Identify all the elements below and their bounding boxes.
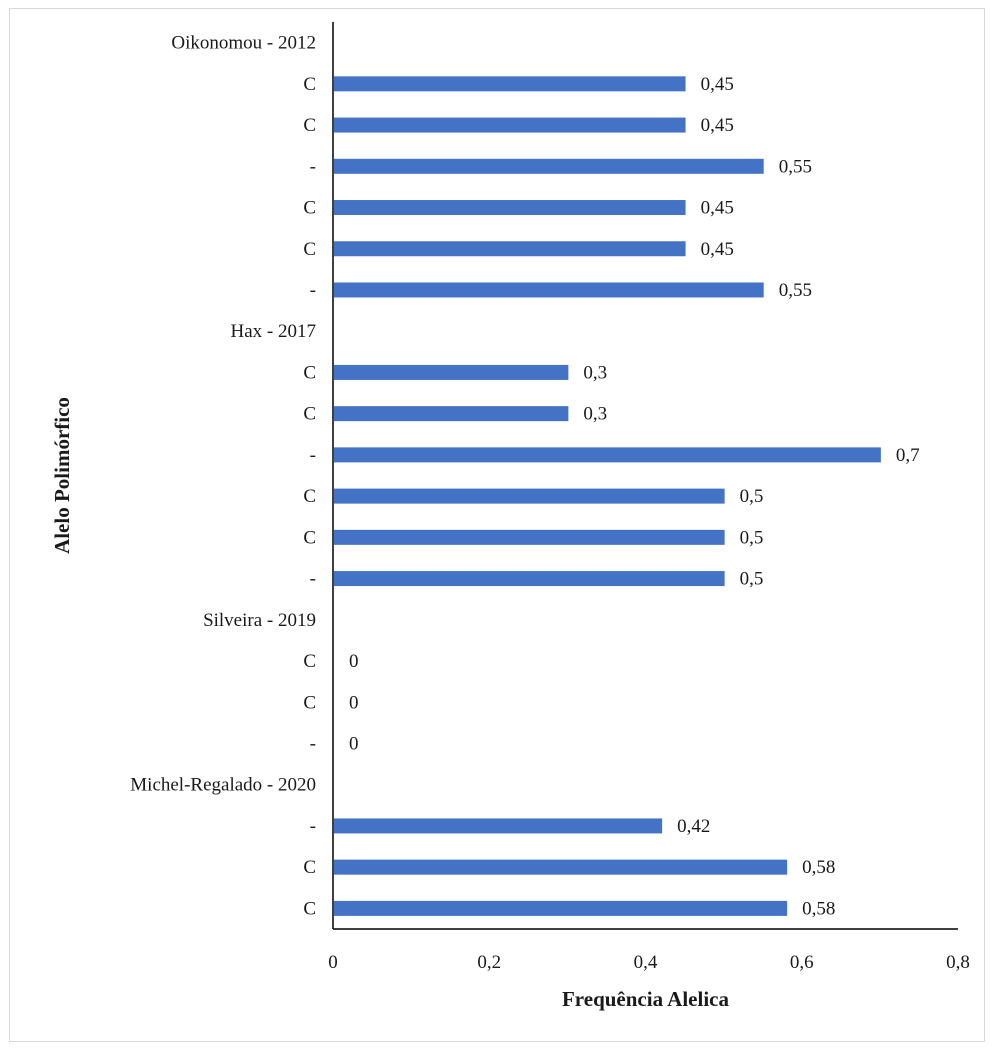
category-label: Oikonomou - 2012 <box>171 33 316 54</box>
data-label: 0 <box>349 692 359 713</box>
data-label: 0,45 <box>701 74 734 95</box>
category-label: Michel-Regalado - 2020 <box>130 775 316 796</box>
data-label: 0,45 <box>701 198 734 219</box>
bars-layer <box>334 76 881 916</box>
data-label: 0,42 <box>677 816 710 837</box>
data-label: 0,58 <box>802 857 835 878</box>
bar <box>334 117 686 133</box>
data-label: 0,55 <box>779 280 812 301</box>
category-label: C <box>303 651 316 672</box>
data-label: 0,5 <box>740 527 764 548</box>
category-label: Hax - 2017 <box>231 321 316 342</box>
category-label: C <box>303 527 316 548</box>
category-label: C <box>303 404 316 425</box>
bar <box>334 406 569 422</box>
bar <box>334 529 725 545</box>
bar <box>334 158 764 174</box>
bar <box>334 900 788 916</box>
data-label: 0,3 <box>583 362 607 383</box>
bar <box>334 488 725 504</box>
x-tick-label: 0,8 <box>946 952 970 973</box>
category-label: C <box>303 362 316 383</box>
bar <box>334 859 788 875</box>
x-tick-label: 0,6 <box>790 952 814 973</box>
data-label: 0,45 <box>701 115 734 136</box>
category-label: - <box>310 569 316 590</box>
bar <box>334 364 569 380</box>
category-label: - <box>310 445 316 466</box>
bar <box>334 818 663 834</box>
data-label: 0,5 <box>740 486 764 507</box>
bar <box>334 571 725 587</box>
category-label: C <box>303 239 316 260</box>
data-label: 0 <box>349 651 359 672</box>
category-label: C <box>303 857 316 878</box>
data-label: 0,7 <box>896 445 920 466</box>
x-tick-labels: 0 0,2 0,4 0,6 0,8 <box>328 952 970 973</box>
category-label: C <box>303 692 316 713</box>
category-label: C <box>303 74 316 95</box>
x-axis-title: Frequência Alelica <box>562 987 730 1011</box>
category-label: - <box>310 156 316 177</box>
data-label: 0 <box>349 733 359 754</box>
category-label: C <box>303 486 316 507</box>
category-label: C <box>303 115 316 136</box>
category-label: Silveira - 2019 <box>203 610 316 631</box>
category-label: - <box>310 816 316 837</box>
category-label: C <box>303 898 316 919</box>
bar <box>334 76 686 92</box>
bar <box>334 241 686 257</box>
x-tick-label: 0 <box>328 952 338 973</box>
x-tick-label: 0,4 <box>634 952 658 973</box>
bar <box>334 447 881 463</box>
x-tick-label: 0,2 <box>477 952 501 973</box>
category-label: C <box>303 198 316 219</box>
data-label: 0,5 <box>740 569 764 590</box>
data-label: 0,45 <box>701 239 734 260</box>
data-label: 0,58 <box>802 898 835 919</box>
value-labels: 0,45 0,45 0,55 0,45 0,45 0,55 0,3 0,3 0,7 0,5 0,5 0… <box>349 74 920 920</box>
category-label: - <box>310 733 316 754</box>
y-axis-title: Alelo Polimórfico <box>50 397 74 554</box>
data-label: 0,55 <box>779 156 812 177</box>
category-label: - <box>310 280 316 301</box>
bar <box>334 282 764 298</box>
data-label: 0,3 <box>583 404 607 425</box>
bar <box>334 200 686 216</box>
